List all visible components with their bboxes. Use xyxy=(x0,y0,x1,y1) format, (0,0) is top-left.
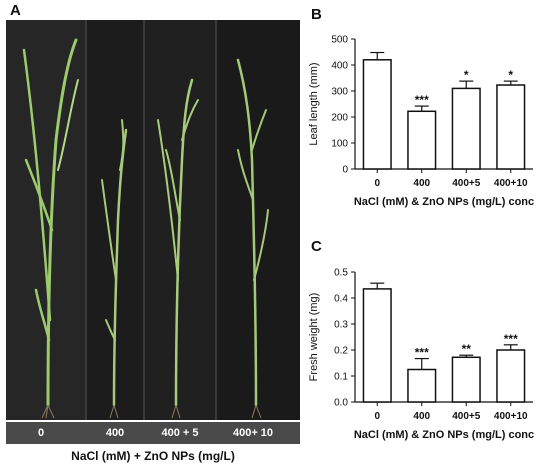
significance-marker: * xyxy=(508,68,513,82)
y-tick-label: 200 xyxy=(331,113,348,124)
photo-x-axis-label: NaCl (mM) + ZnO NPs (mg/L) xyxy=(71,449,235,463)
seedling-photo-illustration xyxy=(6,20,300,420)
panel-label-c: C xyxy=(311,238,322,255)
significance-marker: *** xyxy=(415,93,429,107)
x-tick-label: 400 xyxy=(413,178,430,189)
x-tick-label: 400+10 xyxy=(494,178,528,189)
y-tick-label: 400 xyxy=(331,61,348,72)
fresh-weight-chart: 0.0 0.1 0.2 0.3 0.4 0.5 0 400 *** 400+5 ** 400+10 **… xyxy=(308,268,534,442)
y-tick-label: 0 xyxy=(342,165,348,176)
y-tick-label: 0.1 xyxy=(334,372,348,383)
x-tick-label: 0 xyxy=(374,178,380,189)
y-axis-label: Leaf length (mm) xyxy=(308,62,320,145)
y-tick-label: 0.5 xyxy=(334,268,348,279)
y-tick-label: 0.2 xyxy=(334,346,348,357)
y-axis-label: Fresh weight (mg) xyxy=(308,293,320,382)
x-tick-label: 400+5 xyxy=(452,178,481,189)
leaf-length-chart: 0 100 200 300 400 500 0 400 *** 400+5 * 400+10 * NaCl… xyxy=(308,35,534,209)
bar xyxy=(407,368,437,403)
treatment-label: 0 xyxy=(37,427,45,439)
y-tick-label: 0.0 xyxy=(334,398,348,409)
bar xyxy=(362,59,392,170)
treatment-label: 400+ 10 xyxy=(232,427,274,439)
y-tick-label: 0.4 xyxy=(334,294,348,305)
x-tick-label: 0 xyxy=(374,411,380,422)
significance-marker: *** xyxy=(504,332,518,346)
panel-label-b: B xyxy=(311,6,322,23)
seedling-photo xyxy=(6,20,300,420)
bar xyxy=(451,87,481,170)
treatment-caption-bar xyxy=(6,422,300,444)
y-tick-label: 300 xyxy=(331,87,348,98)
bar xyxy=(496,349,526,403)
x-tick-label: 400 xyxy=(413,411,430,422)
y-tick-label: 500 xyxy=(331,35,348,46)
panel-label-a: A xyxy=(10,2,21,19)
bar xyxy=(496,84,526,170)
y-tick-label: 0.3 xyxy=(334,320,348,331)
treatment-label: 400 xyxy=(105,427,125,439)
significance-marker: * xyxy=(464,68,469,82)
bar xyxy=(362,288,392,403)
treatment-label: 400 + 5 xyxy=(161,427,199,439)
x-axis-label: NaCl (mM) & ZnO NPs (mg/L) conc xyxy=(354,429,534,441)
bar xyxy=(407,110,437,170)
x-axis-label: NaCl (mM) & ZnO NPs (mg/L) conc xyxy=(354,196,534,208)
x-tick-label: 400+5 xyxy=(452,411,481,422)
significance-marker: ** xyxy=(462,342,472,356)
x-tick-label: 400+10 xyxy=(494,411,528,422)
significance-marker: *** xyxy=(415,346,429,360)
y-tick-label: 100 xyxy=(331,139,348,150)
bar xyxy=(451,356,481,403)
